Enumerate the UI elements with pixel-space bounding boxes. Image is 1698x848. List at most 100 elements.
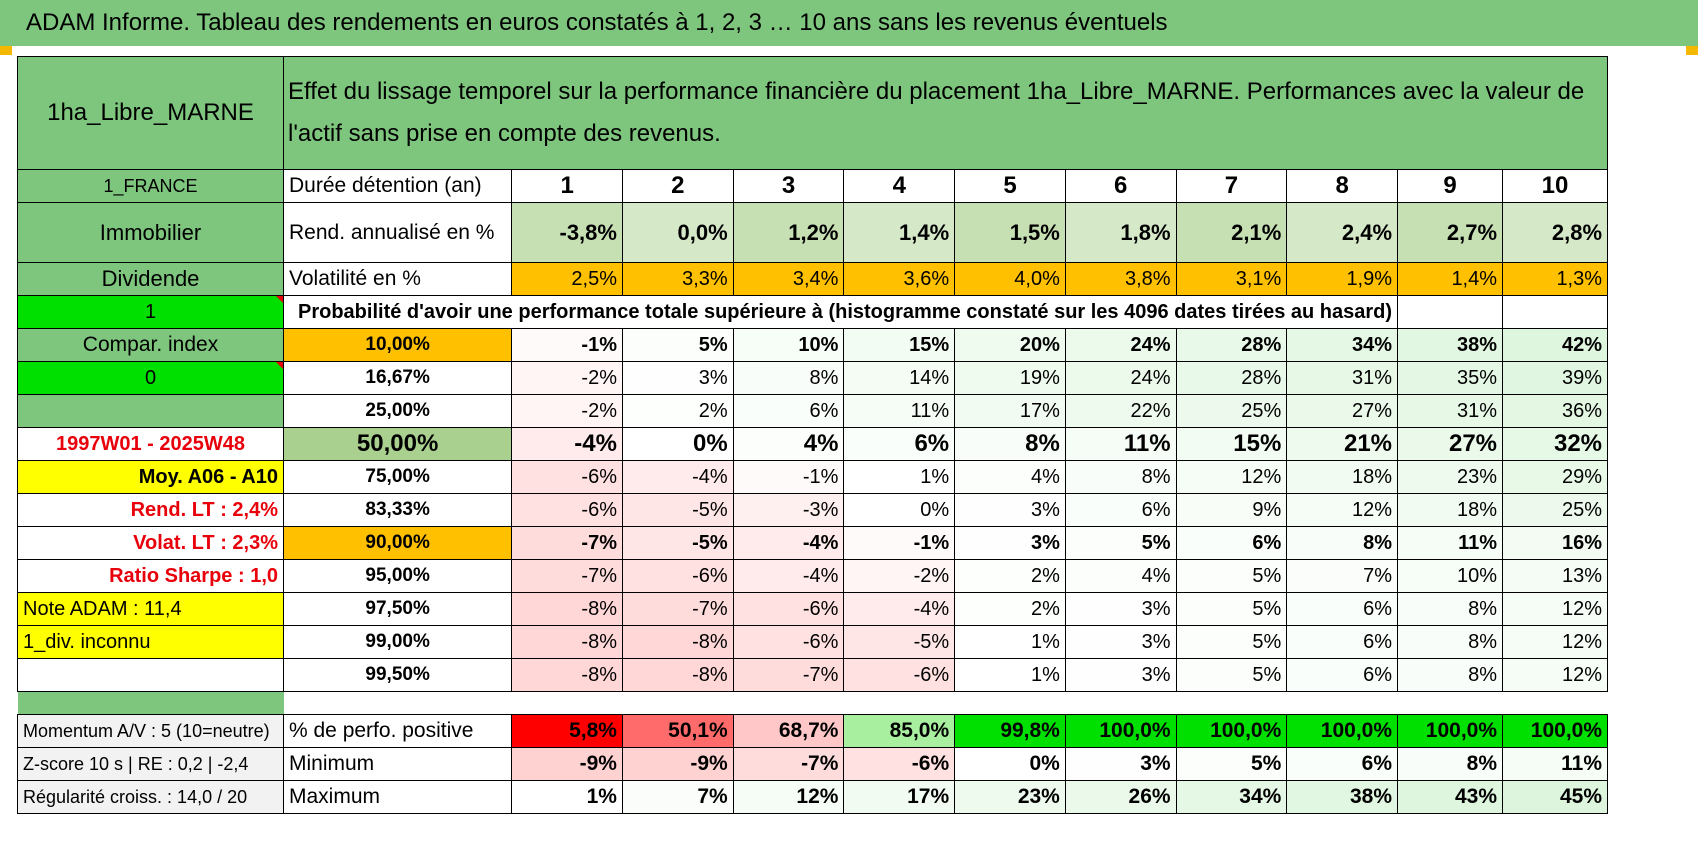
quantile-cell: 8% — [954, 427, 1066, 461]
minimum-cell: 6% — [1286, 747, 1399, 781]
maximum-cell: 34% — [1175, 780, 1288, 814]
quantile-row: Rend. LT : 2,4% 83,33% -6% -5% -3% 0% 3% 6% 9% 12… — [17, 493, 1609, 527]
empty-green-cell — [17, 394, 284, 428]
rend-cell: -3,8% — [511, 202, 623, 263]
period-label: 1997W01 - 2025W48 — [17, 427, 284, 461]
quantile-cell: 8% — [1397, 625, 1504, 659]
quantile-cell: 4% — [954, 460, 1066, 494]
quantile-row: 1_div. inconnu 99,00% -8% -8% -6% -5% 1% 3% 5% 6%… — [17, 625, 1609, 659]
quantile-cell: 27% — [1397, 427, 1504, 461]
quantile-cell: 15% — [1175, 427, 1288, 461]
minimum-cell: 3% — [1064, 747, 1177, 781]
quantile-cell: 11% — [1397, 526, 1504, 560]
year-header: 5 — [954, 169, 1066, 203]
quantile-cell: 4% — [732, 427, 845, 461]
quantile-cell: 6% — [1175, 526, 1288, 560]
quantile-cell: 1% — [954, 658, 1066, 692]
quantile-cell: -6% — [843, 658, 956, 692]
positive-cell: 100,0% — [1502, 714, 1609, 748]
maximum-cell: 7% — [621, 780, 734, 814]
compar-index-value[interactable]: 0 — [17, 361, 284, 395]
quantile-cell: 32% — [1502, 427, 1609, 461]
quantile-cell: 31% — [1286, 361, 1399, 395]
quantile-cell: 25% — [1175, 394, 1288, 428]
positive-cell: 100,0% — [1286, 714, 1399, 748]
maximum-cell: 38% — [1286, 780, 1399, 814]
quantile-cell: 6% — [1286, 658, 1399, 692]
volatility-cell: 3,3% — [621, 262, 734, 296]
quantile-cell: 12% — [1502, 658, 1609, 692]
quantile-row: Note ADAM : 11,4 97,50% -8% -7% -6% -4% 2% 3% 5%… — [17, 592, 1609, 626]
quantile-label: 99,50% — [282, 658, 513, 692]
quantile-cell: -2% — [843, 559, 956, 593]
quantile-cell: 6% — [1286, 625, 1399, 659]
sharpe-label: Ratio Sharpe : 1,0 — [17, 559, 284, 593]
quantile-cell: -8% — [621, 625, 734, 659]
maximum-cell: 43% — [1397, 780, 1504, 814]
quantile-cell: -4% — [511, 427, 623, 461]
quantile-cell: 22% — [1064, 394, 1177, 428]
quantile-cell: 18% — [1397, 493, 1504, 527]
note-adam-label: Note ADAM : 11,4 — [17, 592, 284, 626]
quantile-cell: 8% — [1286, 526, 1399, 560]
minimum-label: Minimum — [282, 747, 513, 781]
quantile-cell: 29% — [1502, 460, 1609, 494]
quantile-cell: 8% — [1064, 460, 1177, 494]
quantile-cell: 12% — [1502, 592, 1609, 626]
minimum-cell: 0% — [954, 747, 1066, 781]
quantile-cell: -6% — [511, 460, 623, 494]
quantile-cell: 17% — [954, 394, 1066, 428]
zscore-label: Z-score 10 s | RE : 0,2 | -2,4 — [17, 747, 284, 781]
country-label: 1_FRANCE — [17, 169, 284, 203]
quantile-cell: 4% — [1064, 559, 1177, 593]
quantile-cell: -6% — [732, 625, 845, 659]
moy-label: Moy. A06 - A10 — [17, 460, 284, 494]
quantile-cell: 39% — [1502, 361, 1609, 395]
quantile-row: Volat. LT : 2,3% 90,00% -7% -5% -4% -1% 3% 5% 6%… — [17, 526, 1609, 560]
minimum-cell: -7% — [732, 747, 845, 781]
quantile-cell: 3% — [621, 361, 734, 395]
summary-row: Z-score 10 s | RE : 0,2 | -2,4 Minimum -9%… — [17, 747, 1609, 781]
quantile-cell: 36% — [1502, 394, 1609, 428]
year-header: 6 — [1064, 169, 1177, 203]
returns-table: 1ha_Libre_MARNE Effet du lissage tempore… — [17, 56, 1609, 814]
table-description: Effet du lissage temporel sur la perform… — [282, 56, 1609, 170]
quantile-cell: 3% — [1064, 625, 1177, 659]
quantile-cell: 31% — [1397, 394, 1504, 428]
quantile-cell: 8% — [1397, 658, 1504, 692]
quantile-row: Compar. index 10,00% -1% 5% 10% 15% 20% 24% 28% 3… — [17, 328, 1609, 362]
quantile-cell: 38% — [1397, 328, 1504, 362]
quantile-cell: 3% — [1064, 592, 1177, 626]
quantile-label: 99,00% — [282, 625, 513, 659]
volatility-cell: 3,1% — [1175, 262, 1288, 296]
selector-cell[interactable]: 1 — [17, 295, 284, 329]
quantile-cell: -8% — [511, 592, 623, 626]
quantile-cell: -1% — [511, 328, 623, 362]
minimum-cell: -9% — [511, 747, 623, 781]
quantile-row: 25,00% -2% 2% 6% 11% 17% 22% 25% 27% 31% 36% — [17, 394, 1609, 428]
quantile-cell: 28% — [1175, 328, 1288, 362]
quantile-cell: 13% — [1502, 559, 1609, 593]
volatility-cell: 1,3% — [1502, 262, 1609, 296]
div-label: 1_div. inconnu — [17, 625, 284, 659]
quantile-label: 16,67% — [282, 361, 513, 395]
minimum-cell: 8% — [1397, 747, 1504, 781]
quantile-cell: -6% — [511, 493, 623, 527]
volatility-cell: 3,6% — [843, 262, 956, 296]
quantile-cell: 0% — [843, 493, 956, 527]
quantile-cell: 3% — [1064, 658, 1177, 692]
rend-cell: 1,4% — [843, 202, 956, 263]
quantile-cell: 6% — [1064, 493, 1177, 527]
quantile-cell: 5% — [621, 328, 734, 362]
left-edge-marker — [0, 46, 12, 55]
quantile-cell: 5% — [1175, 625, 1288, 659]
quantile-cell: 12% — [1502, 625, 1609, 659]
rend-cell: 1,5% — [954, 202, 1066, 263]
asset-name: 1ha_Libre_MARNE — [17, 56, 284, 170]
quantile-label: 97,50% — [282, 592, 513, 626]
quantile-cell: 24% — [1064, 328, 1177, 362]
maximum-cell: 23% — [954, 780, 1066, 814]
maximum-cell: 26% — [1064, 780, 1177, 814]
quantile-cell: 1% — [843, 460, 956, 494]
quantile-cell: -7% — [511, 526, 623, 560]
